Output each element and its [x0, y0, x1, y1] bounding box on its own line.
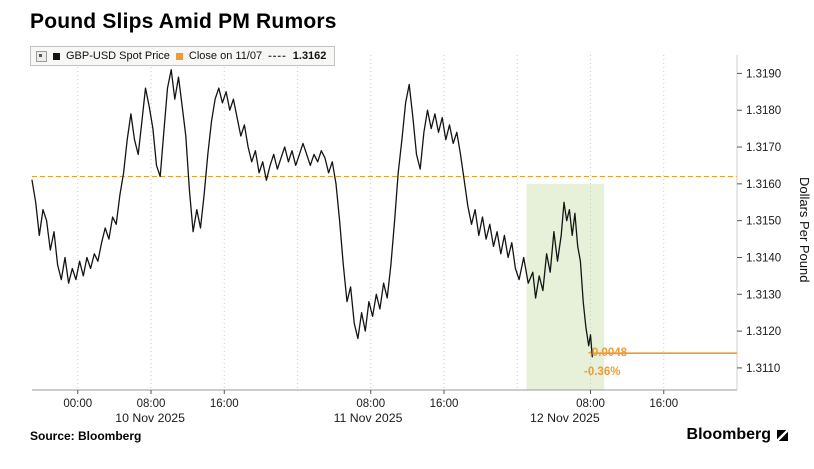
x-day-label: 11 Nov 2025	[334, 411, 403, 425]
y-tick-label: 1.3150	[746, 216, 781, 228]
y-axis-title: Dollars Per Pound	[797, 176, 812, 282]
chart-title: Pound Slips Amid PM Rumors	[30, 10, 337, 33]
source-credit: Source: Bloomberg	[30, 429, 142, 443]
series2-value: 1.3162	[292, 50, 327, 62]
y-tick-label: 1.3180	[746, 105, 781, 117]
legend-settings-icon[interactable]	[36, 50, 47, 62]
price-line-series	[31, 69, 593, 358]
x-tick-label: 16:00	[430, 398, 459, 410]
y-tick-label: 1.3190	[746, 68, 781, 80]
series2-swatch	[175, 52, 183, 60]
x-tick-label: 16:00	[210, 398, 239, 410]
x-day-label: 10 Nov 2025	[115, 411, 185, 425]
x-tick-label: 08:00	[356, 398, 385, 410]
x-tick-label: 08:00	[137, 398, 166, 410]
y-tick-label: 1.3140	[746, 252, 781, 264]
y-tick-label: 1.3110	[746, 363, 780, 375]
x-tick-label: 16:00	[649, 398, 678, 410]
bloomberg-logo: Bloomberg	[687, 426, 788, 444]
series1-label: GBP-USD Spot Price	[66, 50, 170, 62]
change-annotation: -0.0048	[588, 347, 628, 359]
bloomberg-logo-mark-icon	[777, 429, 788, 441]
x-day-label: 12 Nov 2025	[530, 411, 600, 425]
percent-change-annotation: -0.36%	[584, 366, 621, 378]
x-tick-label: 08:00	[576, 398, 605, 410]
highlight-band	[526, 183, 605, 390]
x-tick-label: 00:00	[63, 398, 92, 410]
y-tick-label: 1.3120	[746, 326, 781, 338]
y-tick-label: 1.3130	[746, 289, 781, 301]
series1-swatch	[53, 52, 60, 60]
chart-legend[interactable]: GBP-USD Spot Price Close on 11/07 ---- 1…	[30, 46, 336, 66]
y-tick-label: 1.3170	[746, 142, 781, 154]
bloomberg-wordmark: Bloomberg	[686, 426, 771, 443]
y-tick-label: 1.3160	[746, 179, 781, 191]
series2-label: Close on 11/07	[188, 50, 263, 62]
close-line-dash-sample: ----	[268, 50, 287, 62]
